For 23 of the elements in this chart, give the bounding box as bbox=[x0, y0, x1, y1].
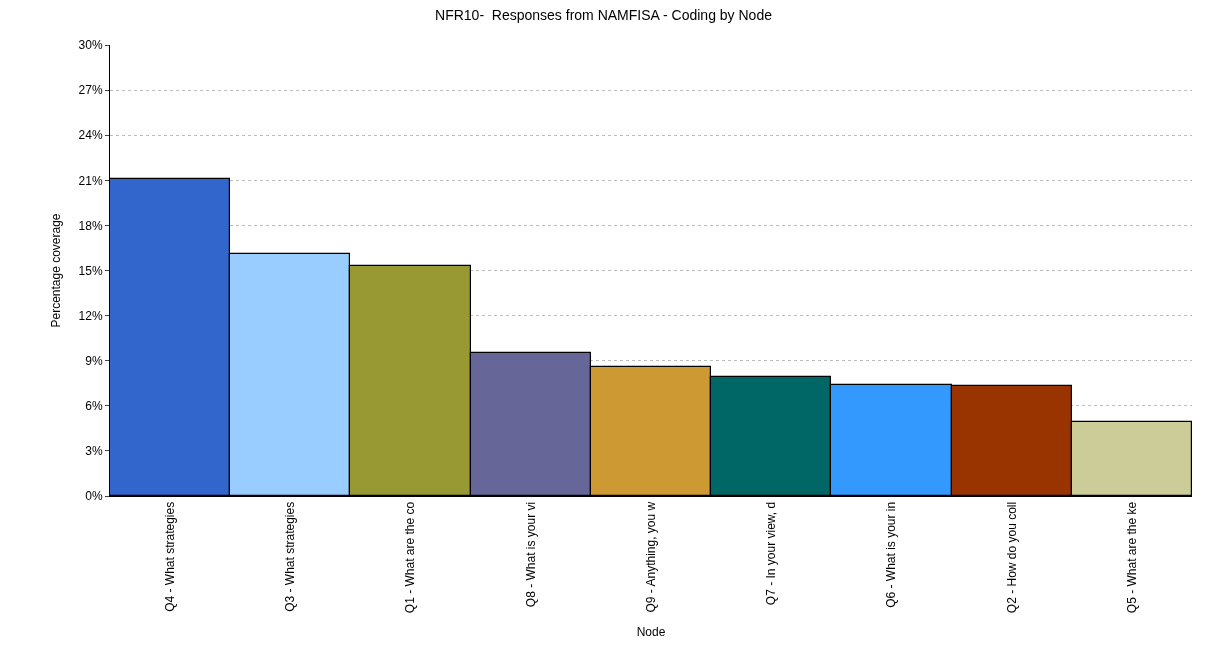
y-tick-label: 21% bbox=[78, 173, 103, 188]
y-tick-label: 0% bbox=[85, 489, 103, 504]
y-tick-label: 12% bbox=[78, 308, 103, 323]
y-axis-title: Percentage coverage bbox=[48, 213, 63, 328]
y-tick-label: 30% bbox=[78, 38, 103, 53]
y-tick-label: 27% bbox=[78, 83, 103, 98]
x-tick-label: Q7 - In your view, d bbox=[764, 501, 779, 606]
y-tick-label: 6% bbox=[85, 399, 103, 413]
y-tick-label: 18% bbox=[78, 218, 103, 233]
x-tick-label: Q2 - How do you coll bbox=[1004, 501, 1019, 614]
x-tick-label: Q4 - What strategies bbox=[163, 501, 178, 612]
y-tick-label: 3% bbox=[85, 444, 103, 459]
x-tick-label: Q9 - Anything, you w bbox=[643, 501, 658, 613]
chart-title: NFR10- Responses from NAMFISA - Coding by Node bbox=[435, 6, 773, 23]
y-tick-label: 15% bbox=[78, 263, 103, 278]
x-axis-title: Node bbox=[636, 625, 666, 640]
x-tick-label: Q8 - What is your vi bbox=[523, 501, 538, 608]
x-tick-label: Q3 - What strategies bbox=[283, 501, 298, 612]
x-tick-label: Q1 - What are the co bbox=[403, 501, 418, 614]
y-tick-label: 9% bbox=[85, 353, 103, 368]
x-tick-label: Q5 - What are the ke bbox=[1124, 501, 1139, 614]
y-tick-label: 24% bbox=[78, 128, 103, 143]
x-tick-label: Q6 - What is your in bbox=[884, 501, 899, 608]
